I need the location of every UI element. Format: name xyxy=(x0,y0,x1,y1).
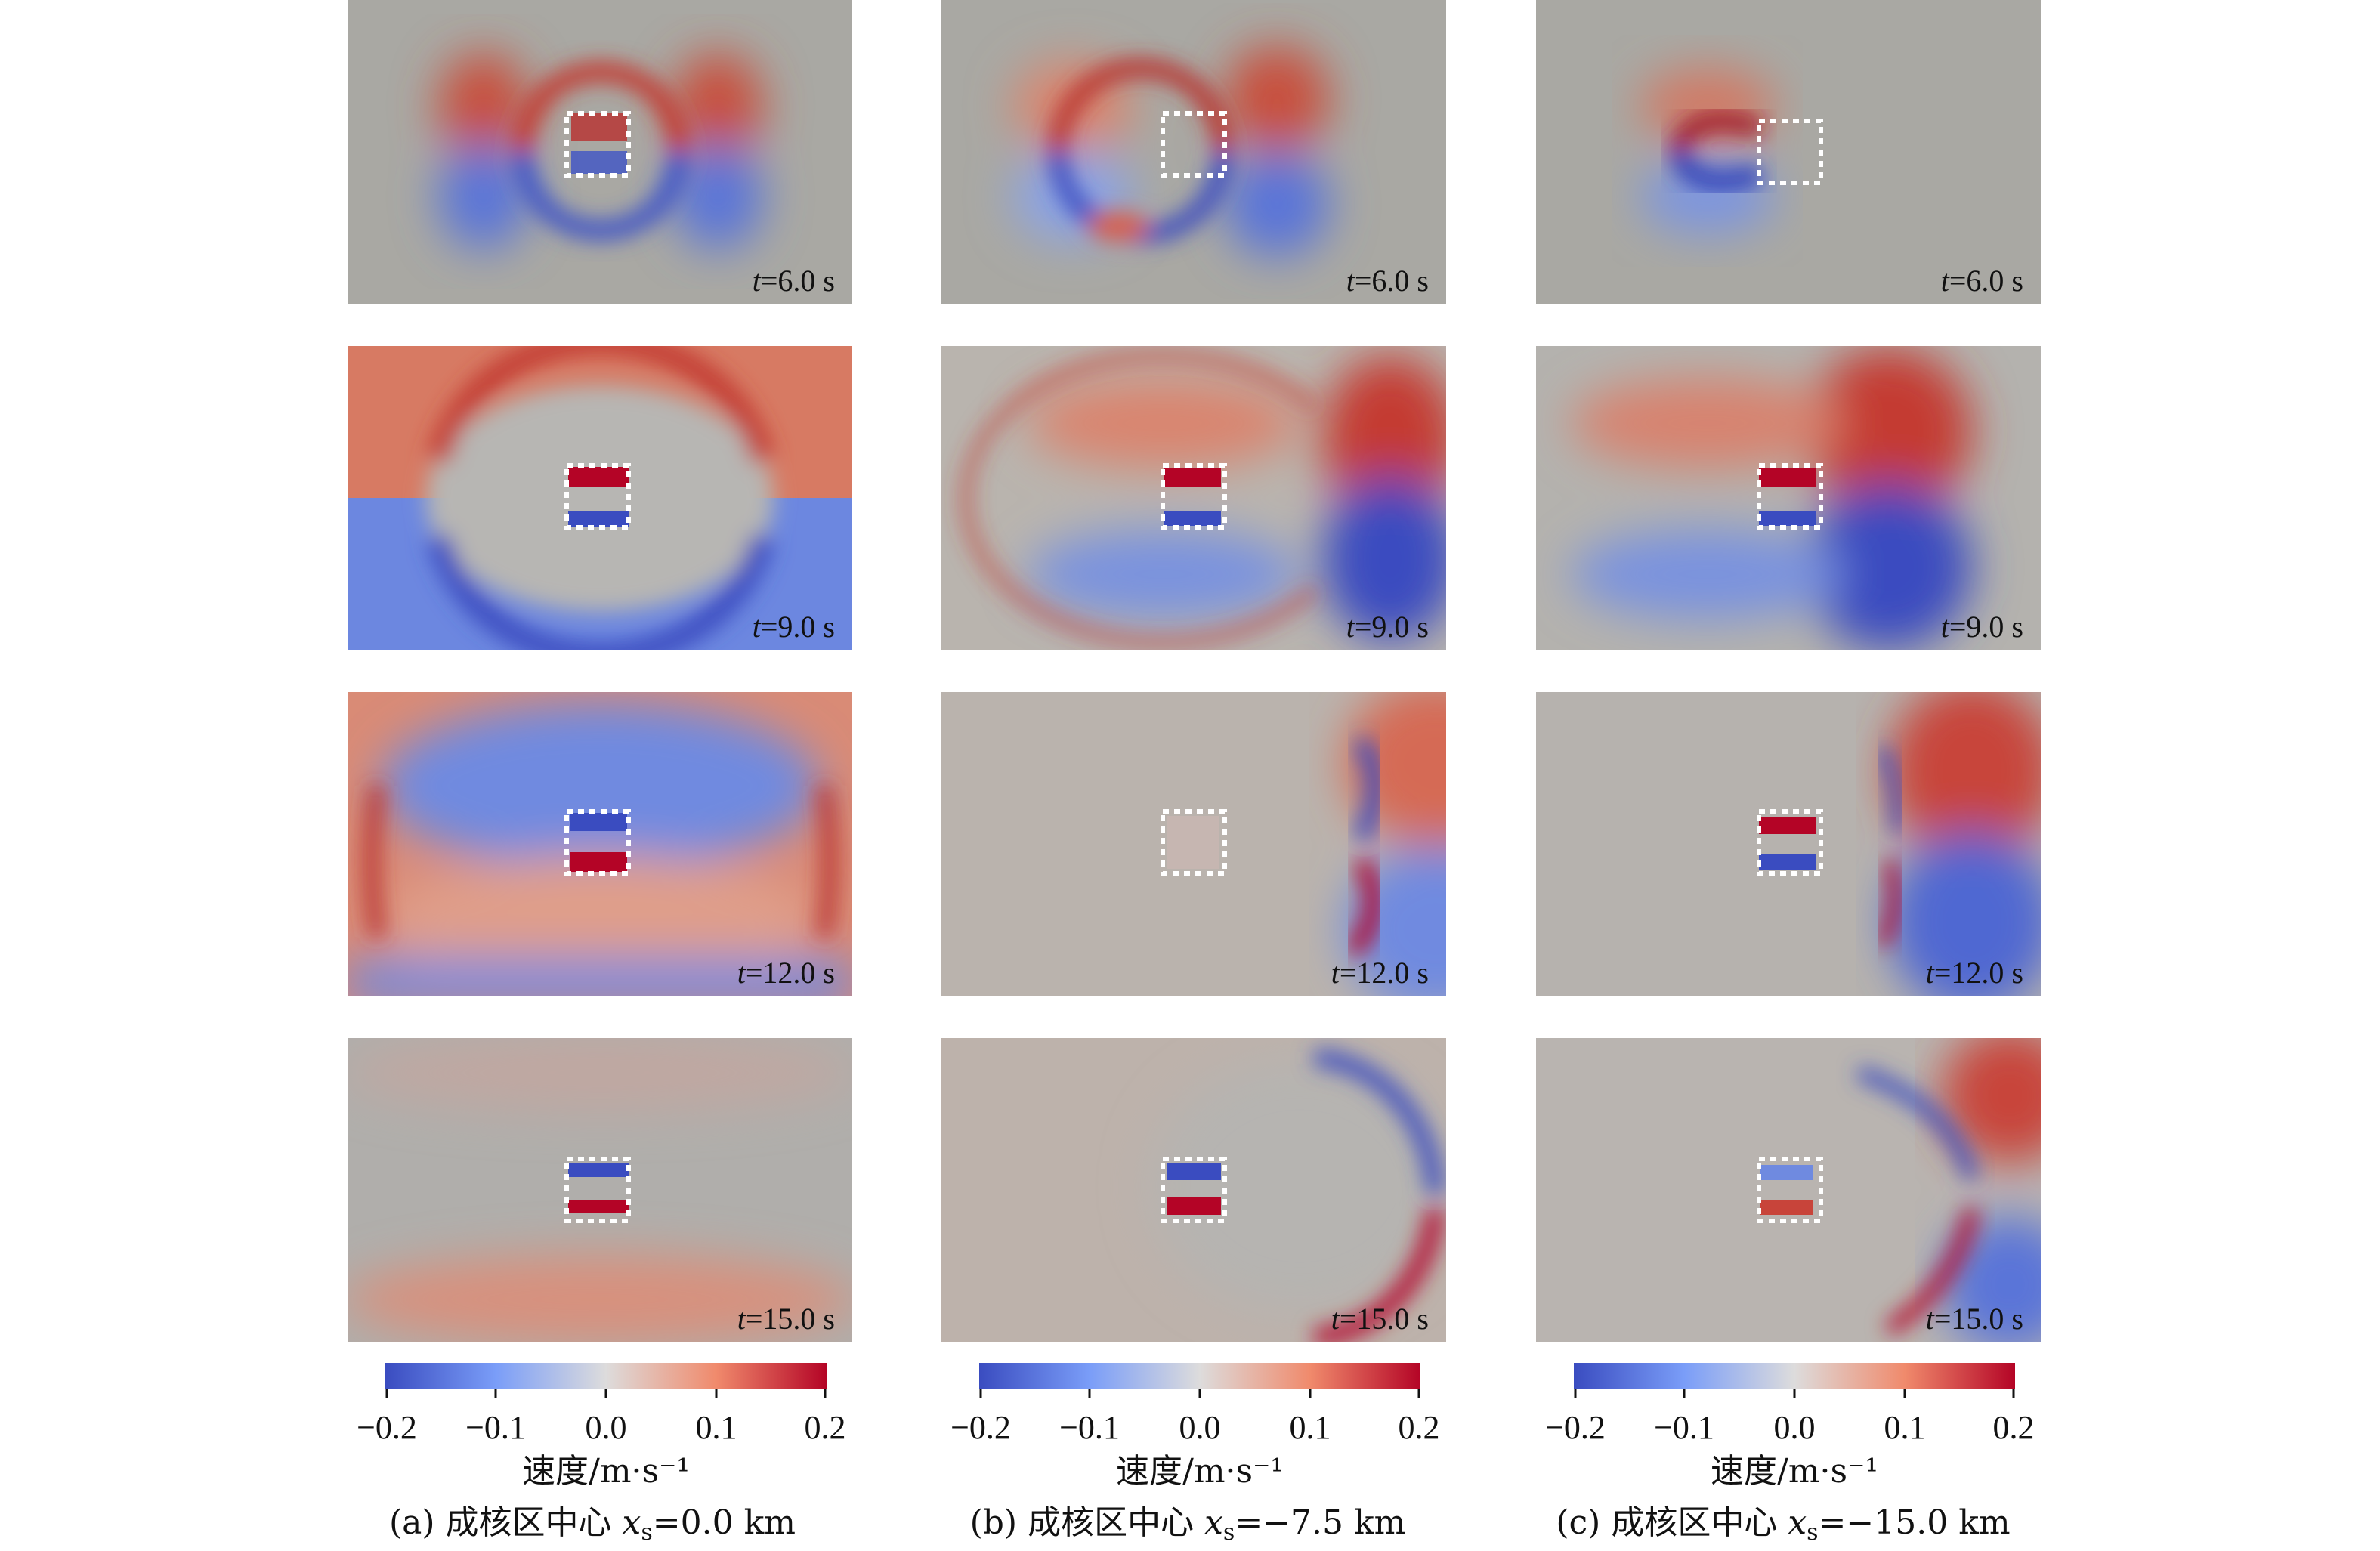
caption-c: (c) 成核区中心 xs=−15.0 km xyxy=(1556,1503,2010,1546)
colorbar-c: −0.2 −0.1 0.0 0.1 0.2 速度/m·s⁻¹ xyxy=(1545,1363,2035,1491)
time-label-r1-c1: t=6.0 s xyxy=(753,264,835,298)
panel-r4-c1 xyxy=(348,1038,852,1342)
panel-r2-c2 xyxy=(941,346,1446,650)
nucleation-box-r3-c2 xyxy=(1161,809,1227,876)
time-label-r2-c2: t=9.0 s xyxy=(1346,610,1429,644)
time-label-r3-c3: t=12.0 s xyxy=(1926,956,2023,990)
colorbar-a: −0.2 −0.1 0.0 0.1 0.2 速度/m·s⁻¹ xyxy=(357,1363,846,1491)
colorbar-b-tick-4: 0.1 xyxy=(1290,1409,1331,1446)
colorbar-b-tick-2: −0.1 xyxy=(1059,1409,1120,1446)
colorbar-c-tick-3: 0.0 xyxy=(1774,1409,1816,1446)
colorbar-a-tick-3: 0.0 xyxy=(586,1409,627,1446)
colorbar-b: −0.2 −0.1 0.0 0.1 0.2 速度/m·s⁻¹ xyxy=(950,1363,1440,1491)
colorbar-c-gradient xyxy=(1574,1363,2015,1389)
caption-b: (b) 成核区中心 xs=−7.5 km xyxy=(970,1503,1406,1546)
nucleation-box-r4-c3 xyxy=(1757,1157,1823,1223)
colorbar-a-tick-2: −0.1 xyxy=(465,1409,526,1446)
time-label-r1-c2: t=6.0 s xyxy=(1346,264,1429,298)
colorbar-a-tick-4: 0.1 xyxy=(696,1409,737,1446)
panel-r1-c3 xyxy=(1536,0,2041,304)
nucleation-box-r2-c3 xyxy=(1757,463,1823,530)
time-label-r4-c3: t=15.0 s xyxy=(1926,1302,2023,1336)
nucleation-box-r1-c3 xyxy=(1757,119,1823,185)
panel-r2-c1 xyxy=(348,346,852,650)
nucleation-box-r1-c2 xyxy=(1161,111,1227,178)
colorbar-b-title: 速度/m·s⁻¹ xyxy=(1116,1452,1284,1491)
nucleation-box-r3-c3 xyxy=(1757,809,1823,876)
nucleation-box-r3-c1 xyxy=(564,809,631,876)
panel-r4-c2 xyxy=(941,1038,1446,1342)
nucleation-boxes xyxy=(564,111,1823,1223)
time-label-r4-c1: t=15.0 s xyxy=(737,1302,835,1336)
colorbar-c-tick-4: 0.1 xyxy=(1884,1409,1926,1446)
colorbar-b-tick-1: −0.2 xyxy=(950,1409,1011,1446)
nucleation-box-r2-c1 xyxy=(564,463,631,530)
time-label-r3-c2: t=12.0 s xyxy=(1331,956,1429,990)
time-label-r2-c1: t=9.0 s xyxy=(753,610,835,644)
time-label-r2-c3: t=9.0 s xyxy=(1941,610,2023,644)
time-label-r4-c2: t=15.0 s xyxy=(1331,1302,1429,1336)
panel-r3-c1 xyxy=(348,692,852,996)
nucleation-box-r4-c2 xyxy=(1161,1157,1227,1223)
colorbar-a-title: 速度/m·s⁻¹ xyxy=(522,1452,690,1491)
time-label-r3-c1: t=12.0 s xyxy=(737,956,835,990)
panel-r3-c3 xyxy=(1536,692,2041,996)
panel-r1-c1 xyxy=(348,0,852,304)
colorbar-a-tick-5: 0.2 xyxy=(805,1409,846,1446)
colorbar-a-tick-1: −0.2 xyxy=(357,1409,417,1446)
colorbar-b-tick-5: 0.2 xyxy=(1399,1409,1440,1446)
colorbar-c-title: 速度/m·s⁻¹ xyxy=(1711,1452,1878,1491)
colorbar-c-tick-2: −0.1 xyxy=(1654,1409,1714,1446)
nucleation-box-r1-c1 xyxy=(564,111,631,178)
panel-r2-c3 xyxy=(1536,346,2041,650)
colorbar-b-gradient xyxy=(979,1363,1420,1389)
time-labels: t=6.0 s t=6.0 s t=6.0 s t=9.0 s t=9.0 s … xyxy=(737,264,2023,1336)
colorbar-c-tick-5: 0.2 xyxy=(1993,1409,2035,1446)
panel-r1-c2 xyxy=(941,0,1446,304)
nucleation-box-r4-c1 xyxy=(564,1157,631,1223)
time-label-r1-c3: t=6.0 s xyxy=(1941,264,2023,298)
nucleation-box-r2-c2 xyxy=(1161,463,1227,530)
caption-a: (a) 成核区中心 xs=0.0 km xyxy=(389,1503,796,1546)
colorbar-c-tick-1: −0.2 xyxy=(1545,1409,1606,1446)
colorbar-a-gradient xyxy=(385,1363,827,1389)
colorbar-b-tick-3: 0.0 xyxy=(1179,1409,1221,1446)
panel-r3-c2 xyxy=(941,692,1446,996)
panel-r4-c3 xyxy=(1536,1038,2041,1342)
